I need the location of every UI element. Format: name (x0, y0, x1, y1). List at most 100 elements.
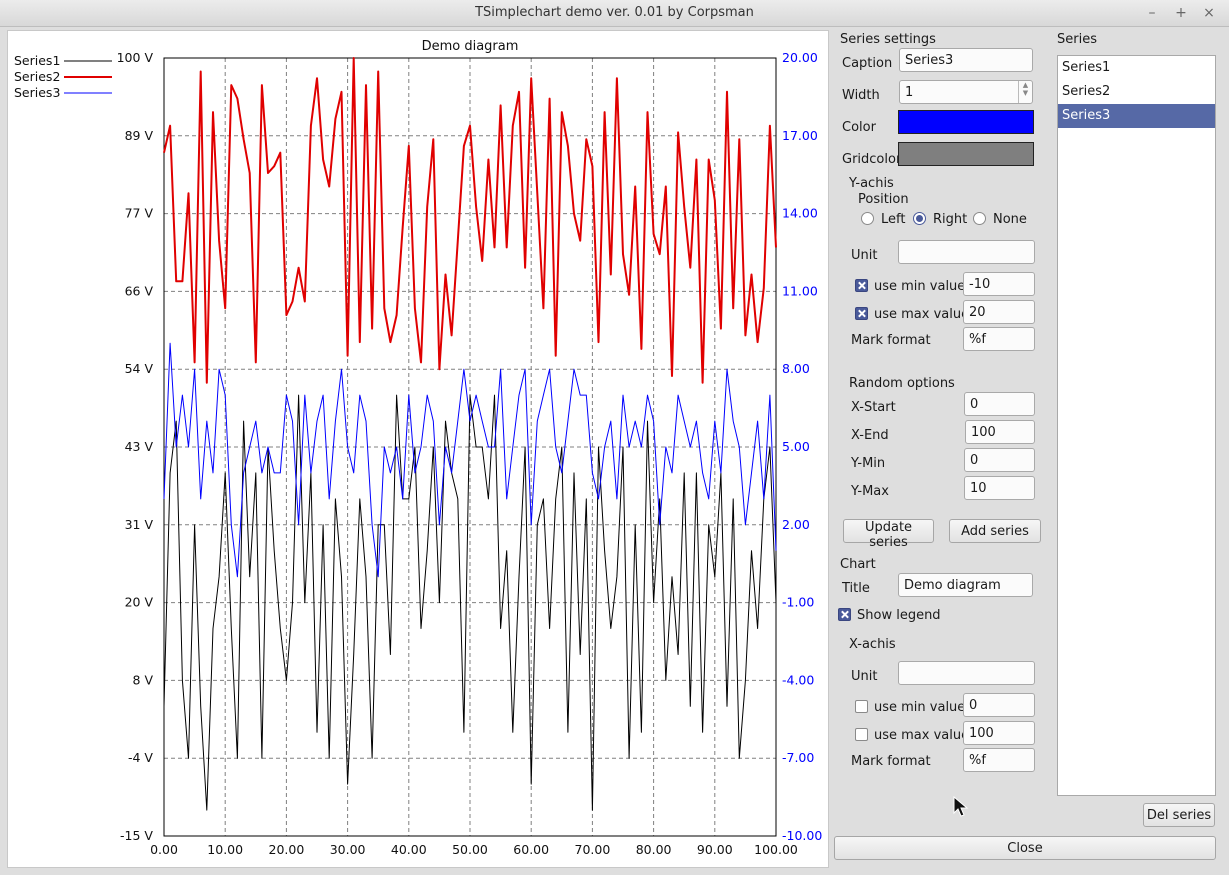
x-mark-format-input[interactable] (963, 748, 1035, 772)
x-tick-label: 80.00 (636, 842, 672, 857)
y-right-tick-label: 17.00 (782, 128, 818, 143)
series-line-series1 (163, 394, 777, 811)
mouse-pointer-icon (953, 796, 969, 817)
close-icon[interactable]: × (1203, 5, 1215, 21)
x-use-max-checkbox[interactable] (855, 728, 868, 741)
legend-label: Series3 (14, 85, 60, 100)
series-line-series3 (163, 342, 777, 578)
position-right-radio[interactable] (913, 212, 926, 225)
x-tick-label: 60.00 (513, 842, 549, 857)
y-right-tick-label: 5.00 (782, 439, 810, 454)
x-tick-label: 30.00 (330, 842, 366, 857)
y-use-min-label: use min value (874, 279, 966, 294)
caption-input[interactable] (899, 48, 1033, 72)
y-unit-input[interactable] (898, 240, 1035, 264)
xstart-input[interactable] (964, 392, 1035, 416)
y-right-tick-label: 20.00 (782, 50, 818, 65)
width-spin-buttons[interactable]: ▲ ▼ (1018, 81, 1032, 103)
x-max-input[interactable] (963, 721, 1035, 745)
ymax-input[interactable] (964, 476, 1035, 500)
xend-label: X-End (851, 428, 889, 443)
title-bar: TSimplechart demo ver. 0.01 by Corpsman … (0, 0, 1229, 27)
chart-panel: Demo diagram 100 V 89 V 77 V 66 V 54 V 43 V 31 … (7, 30, 829, 868)
y-right-tick-label: 8.00 (782, 361, 810, 376)
x-use-min-checkbox[interactable] (855, 700, 868, 713)
series-list-item[interactable]: Series3 (1058, 104, 1215, 128)
y-right-tick-label: 2.00 (782, 517, 810, 532)
series-line-series2 (163, 57, 777, 384)
y-left-tick-label: 31 V (125, 517, 154, 532)
minimize-icon[interactable]: – (1148, 5, 1156, 21)
x-tick-label: 50.00 (452, 842, 488, 857)
y-unit-label: Unit (851, 248, 878, 263)
x-min-input[interactable] (963, 693, 1035, 717)
chart-title: Demo diagram (422, 39, 519, 54)
x-tick-label: 0.00 (150, 842, 178, 857)
gridcolor-swatch[interactable] (898, 142, 1034, 166)
position-left-radio[interactable] (861, 212, 874, 225)
gridcolor-label: Gridcolor (842, 152, 902, 167)
y-max-input[interactable] (963, 300, 1035, 324)
maximize-icon[interactable]: + (1175, 5, 1187, 21)
y-right-tick-label: 11.00 (782, 283, 818, 298)
legend-label: Series1 (14, 53, 60, 68)
y-use-min-checkbox[interactable] (855, 279, 868, 292)
x-use-max-label: use max value (874, 728, 970, 743)
x-tick-label: 10.00 (207, 842, 243, 857)
y-min-input[interactable] (963, 272, 1035, 296)
y-left-tick-label: -4 V (128, 750, 153, 765)
y-mark-format-label: Mark format (851, 333, 931, 348)
xachis-heading: X-achis (849, 637, 896, 652)
spin-down-icon[interactable]: ▼ (1022, 89, 1029, 97)
ymin-label: Y-Min (851, 456, 886, 471)
x-unit-input[interactable] (898, 661, 1035, 685)
y-right-tick-label: -1.00 (782, 595, 814, 610)
x-mark-format-label: Mark format (851, 754, 931, 769)
caption-label: Caption (842, 56, 893, 71)
series-list-item[interactable]: Series2 (1062, 84, 1111, 99)
xend-input[interactable] (965, 420, 1035, 444)
series-settings-heading: Series settings (840, 32, 936, 47)
y-right-tick-label: -10.00 (782, 828, 822, 843)
y-left-tick-label: 100 V (117, 50, 154, 65)
xstart-label: X-Start (851, 400, 896, 415)
y-left-tick-label: 8 V (133, 672, 154, 687)
spin-up-icon[interactable]: ▲ (1022, 81, 1029, 89)
plot-frame (163, 57, 777, 837)
y-left-tick-label: 54 V (125, 361, 154, 376)
show-legend-checkbox[interactable] (838, 608, 851, 621)
x-unit-label: Unit (851, 669, 878, 684)
add-series-button[interactable]: Add series (949, 519, 1041, 543)
close-button[interactable]: Close (834, 836, 1216, 860)
x-tick-label: 40.00 (391, 842, 427, 857)
x-tick-label: 100.00 (754, 842, 798, 857)
ymax-label: Y-Max (851, 484, 889, 499)
color-swatch[interactable] (898, 110, 1034, 134)
y-left-tick-label: 77 V (125, 206, 154, 221)
position-none-radio[interactable] (973, 212, 986, 225)
series-listbox[interactable]: Series1 Series2 Series3 (1057, 55, 1216, 796)
y-right-tick-label: 14.00 (782, 206, 818, 221)
y-left-tick-label: 43 V (125, 439, 154, 454)
y-left-tick-label: 20 V (125, 595, 154, 610)
y-use-max-label: use max value (874, 307, 970, 322)
color-label: Color (842, 120, 876, 135)
title-input[interactable] (898, 573, 1033, 597)
y-use-max-checkbox[interactable] (855, 307, 868, 320)
del-series-button[interactable]: Del series (1143, 803, 1215, 827)
position-left-label: Left (881, 212, 906, 227)
random-options-heading: Random options (849, 376, 955, 391)
series-list-heading: Series (1057, 32, 1097, 47)
x-tick-label: 90.00 (697, 842, 733, 857)
width-spinner[interactable] (899, 80, 1033, 104)
position-right-label: Right (933, 212, 968, 227)
ymin-input[interactable] (964, 448, 1035, 472)
yachis-heading: Y-achis (849, 176, 894, 191)
update-series-button[interactable]: Update series (843, 519, 934, 550)
chart-heading: Chart (840, 557, 876, 572)
position-none-label: None (993, 212, 1027, 227)
y-right-tick-label: -4.00 (782, 672, 814, 687)
y-mark-format-input[interactable] (963, 327, 1035, 351)
series-list-item[interactable]: Series1 (1062, 60, 1111, 75)
